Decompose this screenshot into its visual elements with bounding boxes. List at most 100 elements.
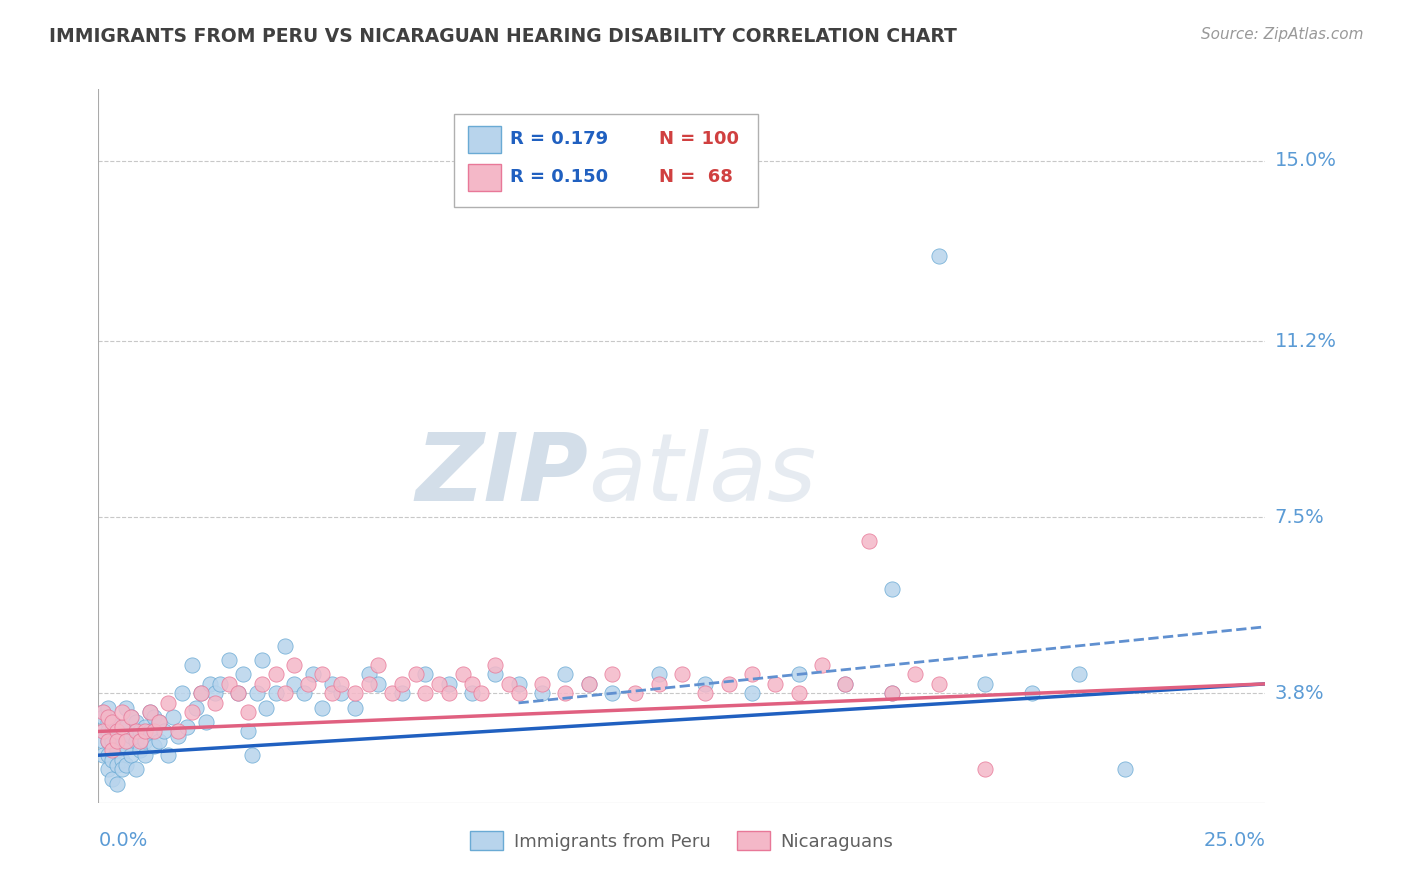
Point: [91, 724, 114, 739]
Point: [218, 677, 240, 691]
Point: [105, 757, 128, 772]
Point: [129, 724, 152, 739]
Point: [461, 686, 484, 700]
Point: [125, 714, 148, 729]
Point: [811, 657, 834, 672]
Point: [484, 657, 506, 672]
Point: [176, 720, 198, 734]
Text: 25.0%: 25.0%: [1204, 831, 1265, 850]
Point: [1021, 686, 1043, 700]
Point: [180, 657, 202, 672]
Point: [236, 706, 259, 720]
Point: [391, 677, 413, 691]
Point: [787, 667, 810, 681]
Point: [143, 724, 166, 739]
Point: [91, 706, 114, 720]
Point: [97, 734, 120, 748]
Text: N =  68: N = 68: [658, 168, 733, 186]
Point: [600, 667, 623, 681]
Point: [120, 710, 142, 724]
Point: [256, 700, 278, 714]
Point: [695, 686, 717, 700]
Text: IMMIGRANTS FROM PERU VS NICARAGUAN HEARING DISABILITY CORRELATION CHART: IMMIGRANTS FROM PERU VS NICARAGUAN HEARI…: [49, 27, 957, 45]
Point: [246, 686, 269, 700]
Point: [427, 677, 450, 691]
Point: [190, 686, 212, 700]
Point: [367, 657, 389, 672]
Point: [125, 763, 148, 777]
Point: [283, 657, 305, 672]
Point: [91, 706, 114, 720]
Point: [143, 710, 166, 724]
Point: [204, 696, 226, 710]
Point: [451, 667, 474, 681]
Point: [741, 686, 763, 700]
Point: [125, 724, 148, 739]
Point: [405, 667, 427, 681]
Point: [413, 667, 436, 681]
Point: [148, 714, 170, 729]
Point: [134, 720, 156, 734]
Point: [330, 677, 353, 691]
Point: [292, 686, 315, 700]
Point: [111, 763, 134, 777]
Point: [180, 706, 202, 720]
Point: [134, 748, 156, 763]
Point: [578, 677, 600, 691]
Point: [508, 677, 530, 691]
Text: 15.0%: 15.0%: [1275, 151, 1337, 170]
Point: [97, 714, 120, 729]
Point: [283, 677, 305, 691]
Point: [200, 677, 222, 691]
Point: [134, 734, 156, 748]
Point: [359, 667, 381, 681]
Point: [105, 777, 128, 791]
Point: [152, 724, 174, 739]
Point: [101, 753, 124, 767]
Point: [97, 710, 120, 724]
Point: [647, 677, 669, 691]
Point: [741, 667, 763, 681]
Bar: [468, 164, 501, 191]
Point: [111, 706, 134, 720]
Point: [97, 748, 120, 763]
Point: [134, 724, 156, 739]
Text: atlas: atlas: [589, 429, 817, 520]
Point: [763, 677, 786, 691]
Point: [105, 724, 128, 739]
Bar: [468, 127, 501, 153]
Point: [880, 686, 903, 700]
Point: [101, 714, 124, 729]
Point: [186, 700, 208, 714]
Point: [204, 686, 226, 700]
Point: [115, 739, 138, 753]
Point: [904, 667, 927, 681]
Point: [120, 710, 142, 724]
Point: [1114, 763, 1136, 777]
Point: [101, 772, 124, 786]
Point: [166, 729, 188, 743]
Point: [311, 700, 333, 714]
Point: [484, 667, 506, 681]
Point: [115, 720, 138, 734]
Point: [236, 724, 259, 739]
Text: 3.8%: 3.8%: [1275, 684, 1324, 703]
Point: [359, 677, 381, 691]
Point: [834, 677, 856, 691]
Text: R = 0.150: R = 0.150: [510, 168, 609, 186]
Point: [600, 686, 623, 700]
Point: [111, 734, 134, 748]
Point: [101, 743, 124, 757]
Point: [787, 686, 810, 700]
Point: [880, 686, 903, 700]
FancyBboxPatch shape: [454, 114, 758, 207]
Point: [129, 743, 152, 757]
Point: [125, 734, 148, 748]
Point: [97, 734, 120, 748]
Point: [274, 639, 297, 653]
Point: [115, 700, 138, 714]
Point: [321, 677, 343, 691]
Point: [264, 686, 287, 700]
Point: [928, 677, 950, 691]
Point: [413, 686, 436, 700]
